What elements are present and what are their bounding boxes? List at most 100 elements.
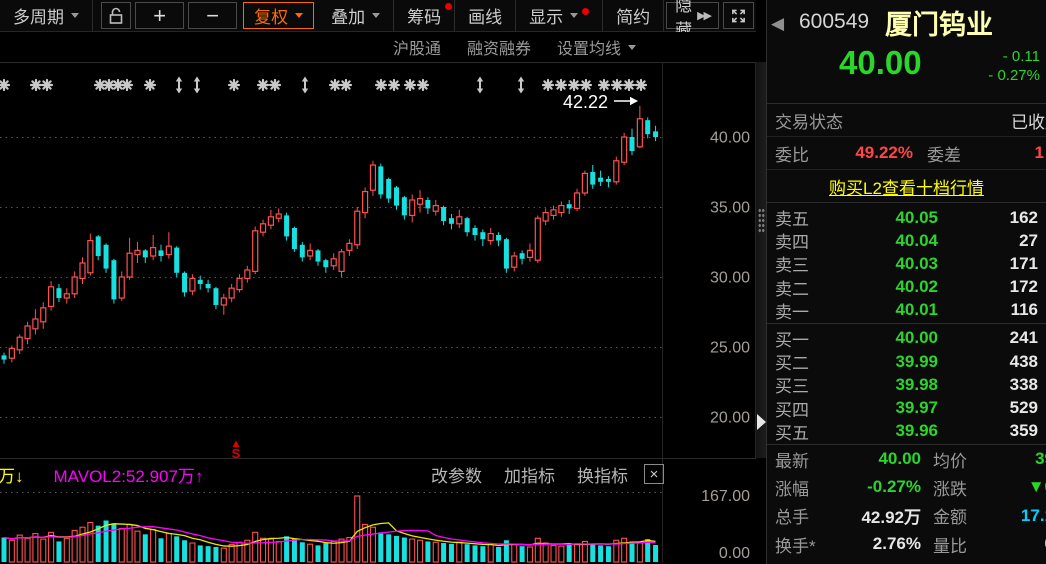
candle [519,253,525,259]
bid-row[interactable]: 买三 39.98 338 [775,374,1038,397]
volume-bar [346,536,353,563]
volume-bar [79,526,86,563]
event-markers[interactable] [0,76,648,94]
volume-bar [354,495,361,563]
candle [47,286,55,307]
candle [542,212,549,222]
trade-status-row: 交易状态 已收盘 [767,104,1046,137]
back-icon[interactable]: ◀ [771,14,785,33]
edit-params-button[interactable]: 改参数 [431,466,482,486]
volume-bar [103,520,109,562]
volume-bar [213,546,219,562]
volume-bar [284,536,290,562]
price-axis: 40.00 35.00 30.00 25.00 20.00 [0,130,750,427]
bid-row[interactable]: 买一 40.00 241 [775,328,1038,350]
bid-price: 40.00 [895,328,938,348]
add-indicator-button[interactable]: 加指标 [504,466,555,486]
hugutong-tab[interactable]: 沪股通 [393,41,442,58]
l2-link[interactable]: 购买L2查看十档行情 [829,178,984,198]
hide-button[interactable]: 隐藏 ▶▶ [666,0,719,40]
candle [182,272,188,293]
candle [432,205,439,212]
snowflake-event-marker [328,78,342,92]
candle [134,249,141,256]
simple-mode-button[interactable]: 简约 [603,0,665,31]
candle [150,247,157,257]
stock-code: 600549 [799,10,870,33]
candle [456,216,463,225]
panel-splitter[interactable] [755,62,766,458]
ask-volume: 172 [1009,277,1038,297]
volume-bar [197,545,203,562]
stats-grid: 最新 40.00 均价 39 涨幅 -0.27% 涨跌 ▼0 总手 42.92万… [767,443,1046,564]
overlay-button[interactable]: 叠加 [318,0,395,31]
ask-row[interactable]: 卖四 40.04 27 [775,230,1038,253]
volume-bar [464,544,470,562]
volume-bar [503,540,509,562]
set-ma-button[interactable]: 设置均线 [557,35,637,59]
candle [205,284,211,289]
bid-row[interactable]: 买五 39.96 359 [775,421,1038,443]
bid-row[interactable]: 买二 39.99 438 [775,351,1038,374]
candle [71,276,78,295]
chevron-down-icon [372,13,381,18]
bid-price: 39.99 [895,351,938,371]
volume-bar [394,535,399,562]
ask-row[interactable]: 卖一 40.01 116 [775,300,1038,322]
collapse-arrow-icon[interactable] [757,414,766,430]
ask-row[interactable]: 卖二 40.02 172 [775,277,1038,299]
candle [425,200,431,209]
volume-bar [534,537,541,563]
candle [480,232,486,240]
volume-bar [416,539,424,563]
snowflake-event-marker [256,78,270,92]
draw-line-button[interactable]: 画线 [455,0,517,31]
candle [613,160,620,183]
volume-bar [220,547,227,563]
zoom-in-button[interactable]: + [135,2,185,29]
snowflake-event-marker [29,78,43,92]
candle [284,215,290,237]
volume-axis: 167.00 0.00 [701,488,750,562]
candle [526,249,534,258]
ask-volume: 27 [1019,230,1038,250]
candle [416,198,424,205]
fuquan-button[interactable]: 复权 [243,2,315,29]
candle [142,250,148,258]
price-change: - 0.11 - 0.27% [988,47,1040,85]
ask-row[interactable]: 卖五 40.05 162 [775,207,1038,230]
volume-bar [636,542,643,563]
volume-bar [456,541,463,563]
lock-button[interactable] [101,2,132,29]
volume-bar [448,543,454,562]
red-dot-icon [582,8,590,15]
candle [409,199,416,216]
vol-label: 万↓ [0,466,24,486]
chips-button[interactable]: 筹码 [394,0,456,31]
volume-bar [111,523,117,562]
snowflake-event-marker [567,78,581,92]
bid-row[interactable]: 买四 39.97 529 [775,398,1038,420]
volume-bar [378,532,384,562]
display-button[interactable]: 显示 [516,0,604,31]
candle [472,228,478,235]
close-icon[interactable]: × [644,464,664,484]
candle [566,204,572,209]
volume-bar [126,523,133,563]
bid-volume: 241 [1009,328,1038,348]
volume-bar [24,537,31,563]
fullscreen-button[interactable] [723,2,754,29]
margin-trading-tab[interactable]: 融资融券 [467,41,532,58]
volume-bar [71,529,78,563]
switch-indicator-button[interactable]: 换指标 [577,466,628,486]
volume-bar [244,539,251,563]
multi-period-button[interactable]: 多周期 [0,0,93,31]
candle [605,179,611,182]
volume-bars [1,495,659,563]
ask-row[interactable]: 卖三 40.03 171 [775,253,1038,276]
snowflake-event-marker [102,78,116,92]
snowflake-event-marker [541,78,555,92]
candlestick-chart[interactable]: 40.00 35.00 30.00 25.00 20.00 167.00 0.00 42.22… [0,0,756,564]
weibi-label: 委比 [775,145,809,165]
zoom-out-button[interactable]: − [188,2,238,29]
